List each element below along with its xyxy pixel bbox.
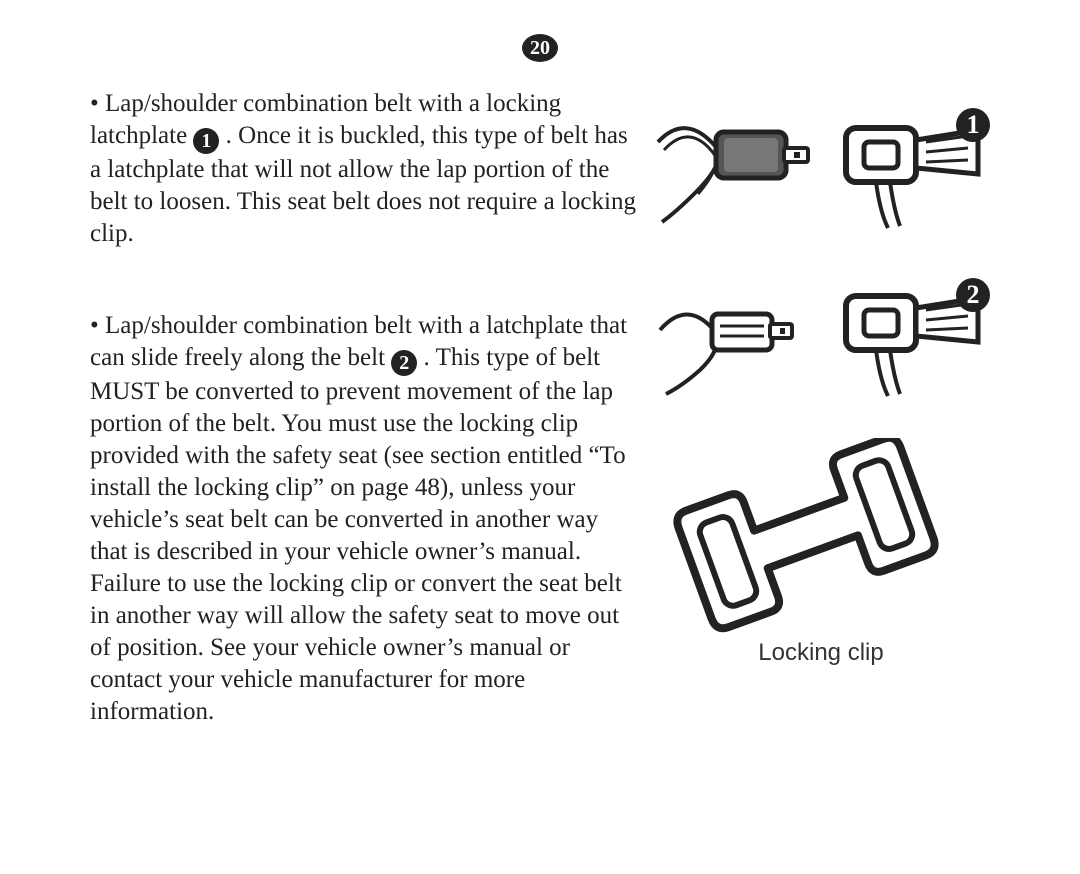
belt-sliding-svg	[656, 270, 986, 400]
page-number: 20	[530, 37, 550, 60]
illustration-belt-sliding-latchplate	[656, 270, 986, 400]
p2-tail: . This type of belt MUST be converted to…	[90, 344, 626, 725]
ref-badge-1: 1	[193, 128, 219, 154]
paragraph-2: • Lap/shoulder combination belt with a l…	[90, 310, 640, 728]
badge-1-icon: 1	[956, 108, 990, 142]
manual-page: 20 • Lap/shoulder combination belt with …	[0, 0, 1080, 874]
ref-badge-2: 2	[391, 350, 417, 376]
paragraph-1: • Lap/shoulder combination belt with a l…	[90, 88, 640, 250]
badge-2-number: 2	[967, 280, 980, 310]
badge-2-icon: 2	[956, 278, 990, 312]
illustration-locking-clip: Locking clip	[656, 438, 986, 667]
ref-2-number: 2	[399, 350, 409, 376]
illustration-1-badge: 1	[956, 108, 990, 142]
locking-clip-caption: Locking clip	[656, 639, 986, 667]
illustration-2-badge: 2	[956, 278, 990, 312]
ref-1-number: 1	[201, 128, 211, 154]
illustration-belt-locking-latchplate	[656, 102, 986, 232]
locking-clip-svg	[656, 438, 956, 633]
badge-1-number: 1	[967, 110, 980, 140]
page-number-badge: 20	[522, 34, 558, 62]
belt-locking-svg	[656, 102, 986, 232]
